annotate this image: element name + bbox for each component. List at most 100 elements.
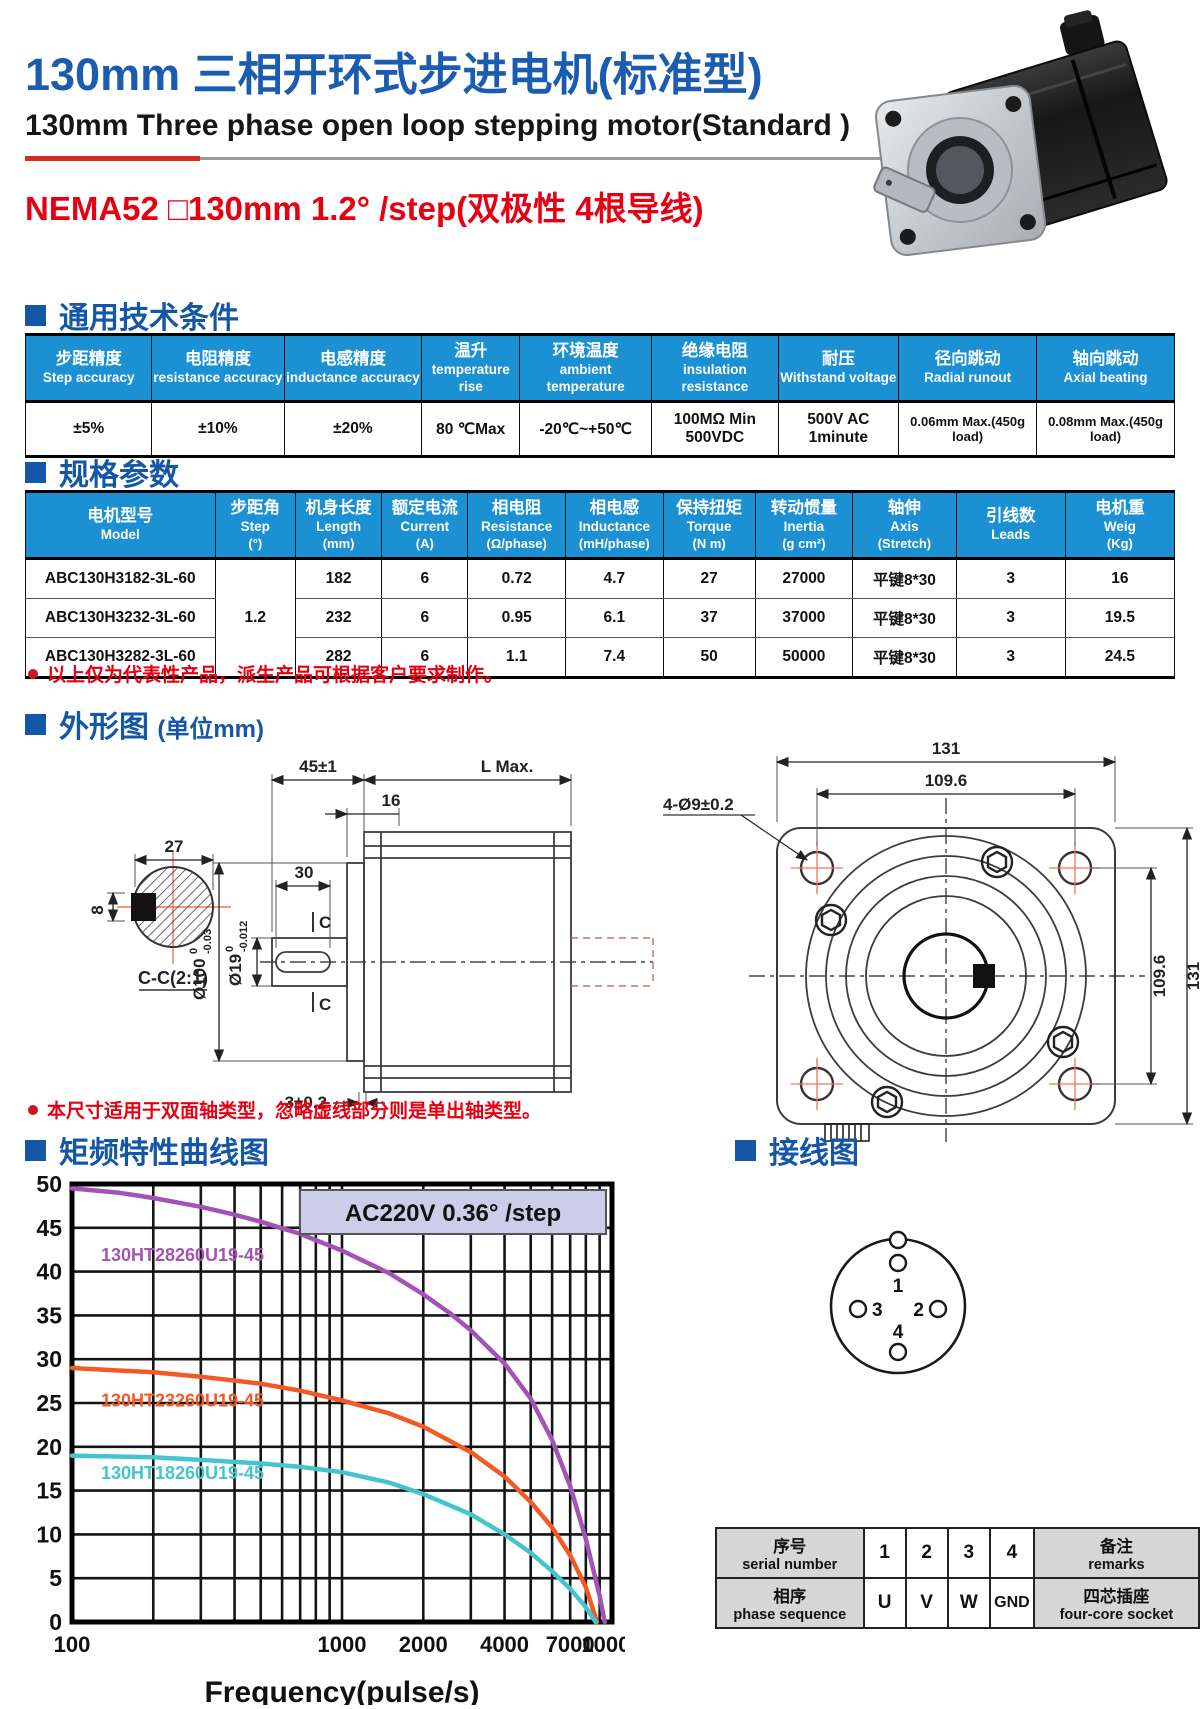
- cell-weight: 24.5: [1064, 636, 1176, 678]
- svg-text:8: 8: [88, 905, 107, 914]
- val-withstand-voltage: 500V AC 1minute: [777, 401, 900, 457]
- cell-resistance: 0.72: [467, 557, 566, 599]
- spec-header-row: 电机型号 Model 步距角 Step (°) 机身长度 Length (mm) 额定电流…: [25, 491, 1176, 560]
- cell-step-angle: 1.2: [214, 557, 297, 678]
- serial-1: 1: [862, 1527, 907, 1579]
- col-model: 电机型号 Model: [25, 491, 216, 560]
- cell-torque: 27: [662, 557, 756, 599]
- pin-1-label: 1: [893, 1276, 904, 1297]
- section-wiring-title: 接线图: [735, 1128, 859, 1172]
- col-axial-beating: 轴向跳动 Axial beating: [1036, 334, 1175, 404]
- section-curve-title: 矩频特性曲线图: [25, 1128, 269, 1172]
- svg-text:20: 20: [36, 1434, 62, 1460]
- svg-text:-0.012: -0.012: [238, 921, 250, 952]
- section-square-icon: [25, 713, 46, 735]
- col-step-accuracy: 步距精度 Step accuracy: [24, 334, 153, 404]
- cell-inertia: 37000: [754, 597, 854, 638]
- cell-model: ABC130H3232-3L-60: [25, 597, 216, 638]
- serial-3: 3: [946, 1527, 992, 1579]
- svg-text:C-C(2:1): C-C(2:1): [138, 968, 208, 988]
- col-step-angle: 步距角 Step (°): [214, 491, 297, 560]
- front-view-dimensions: 131 109.6 4-Ø9±0.2 109.6 131: [663, 740, 1200, 1126]
- col-inductance: 相电感 Inductance (mH/phase): [565, 491, 664, 560]
- general-values-row: ±5% ±10% ±20% 80 ℃Max -20℃~+50℃ 100MΩ Mi…: [24, 401, 1175, 457]
- spec-note: 以上仅为代表性产品，派生产品可根据客户要求制作。: [28, 660, 503, 687]
- cell-inertia: 27000: [754, 557, 854, 599]
- section-wiring-label: 接线图: [769, 1137, 859, 1170]
- svg-text:5: 5: [49, 1565, 62, 1591]
- svg-text:7000: 7000: [546, 1632, 595, 1657]
- general-header-row: 步距精度 Step accuracy 电阻精度 resistance accurac…: [24, 334, 1175, 404]
- svg-text:109.6: 109.6: [925, 771, 968, 790]
- svg-text:3±0.2: 3±0.2: [285, 1093, 327, 1112]
- phase-gnd: GND: [989, 1577, 1035, 1629]
- serial-4: 4: [989, 1527, 1035, 1579]
- cell-resistance: 0.95: [467, 597, 566, 638]
- val-inductance-accuracy: ±20%: [283, 401, 423, 457]
- cell-length: 232: [294, 597, 383, 638]
- svg-text:C: C: [319, 995, 331, 1014]
- svg-text:50: 50: [36, 1171, 62, 1197]
- section-square-icon: [735, 1139, 756, 1161]
- cell-weight: 19.5: [1064, 597, 1176, 638]
- motor-flange: [875, 84, 1047, 256]
- page-title: 130mm 三相开环式步进电机(标准型): [25, 49, 763, 100]
- section-specs-title: 规格参数: [25, 450, 179, 494]
- cell-inertia: 50000: [754, 636, 854, 678]
- svg-text:40: 40: [36, 1259, 62, 1285]
- section-general-label: 通用技术条件: [59, 302, 239, 335]
- svg-text:109.6: 109.6: [1150, 955, 1169, 998]
- val-radial-runout: 0.06mm Max.(450g load): [898, 401, 1038, 457]
- svg-text:0: 0: [188, 948, 200, 954]
- phase-v: V: [904, 1577, 949, 1629]
- cell-length: 282: [294, 636, 383, 678]
- general-conditions-table: 步距精度 Step accuracy 电阻精度 resistance accurac…: [24, 333, 1175, 459]
- outline-side-view-drawing: 27 8 C-C(2:1) 45±1: [88, 757, 654, 1112]
- col-inertia: 转动惯量 Inertia (g cm²): [754, 491, 854, 560]
- cell-axis: 平键8*30: [852, 636, 957, 678]
- phase-w: W: [946, 1577, 992, 1629]
- svg-text:130HT23260U19-45: 130HT23260U19-45: [101, 1391, 264, 1411]
- svg-text:30: 30: [36, 1346, 62, 1372]
- col-inductance-accuracy: 电感精度 inductance accuracy: [283, 334, 423, 404]
- svg-text:Ø100: Ø100: [190, 958, 209, 1000]
- section-general-title: 通用技术条件: [25, 293, 239, 337]
- cell-resistance: 1.1: [467, 636, 566, 678]
- col-withstand-voltage: 耐压 Withstand voltage: [777, 334, 900, 404]
- pin-2-label: 2: [913, 1300, 924, 1321]
- cell-inductance: 4.7: [565, 557, 664, 599]
- outline-note-text: 本尺寸适用于双面轴类型，忽略虚线部分则是单出轴类型。: [47, 1101, 542, 1122]
- col-current: 额定电流 Current (A): [381, 491, 469, 560]
- col-length: 机身长度 Length (mm): [294, 491, 383, 560]
- col-ambient-temperature: 环境温度 ambient temperature: [519, 334, 653, 404]
- divider: [25, 156, 1075, 161]
- col-weight: 电机重 Weig (Kg): [1064, 491, 1176, 560]
- svg-text:4-Ø9±0.2: 4-Ø9±0.2: [663, 795, 734, 814]
- svg-text:131: 131: [1184, 962, 1200, 990]
- cell-torque: 37: [662, 597, 756, 638]
- cell-model: ABC130H3282-3L-60: [25, 636, 216, 678]
- bullet-icon: [28, 1104, 38, 1115]
- front-view-flange: [749, 798, 1145, 1142]
- col-resistance: 相电阻 Resistance (Ω/phase): [467, 491, 566, 560]
- motor-shaft: [873, 166, 936, 213]
- col-radial-runout: 径向跳动 Radial runout: [898, 334, 1038, 404]
- svg-text:1000: 1000: [318, 1632, 367, 1657]
- section-square-icon: [25, 1139, 46, 1161]
- section-outline-label: 外形图 (单位mm): [59, 711, 265, 744]
- svg-text:0: 0: [49, 1609, 62, 1635]
- cell-torque: 50: [662, 636, 756, 678]
- cell-length: 182: [294, 557, 383, 599]
- cell-axis: 平键8*30: [852, 597, 957, 638]
- motor-side-view: [260, 831, 654, 1093]
- svg-text:15: 15: [36, 1478, 62, 1504]
- col-leads: 引线数 Leads: [955, 491, 1066, 560]
- front-view-hex-screws: [814, 845, 1080, 1119]
- serial-number-header: 序号 serial number: [715, 1527, 865, 1579]
- svg-text:10: 10: [36, 1521, 62, 1547]
- cell-leads: 3: [955, 597, 1066, 638]
- svg-text:130HT28260U19-45: 130HT28260U19-45: [101, 1245, 264, 1265]
- remarks-header: 备注 remarks: [1032, 1527, 1200, 1579]
- connector-notch: [888, 1230, 908, 1250]
